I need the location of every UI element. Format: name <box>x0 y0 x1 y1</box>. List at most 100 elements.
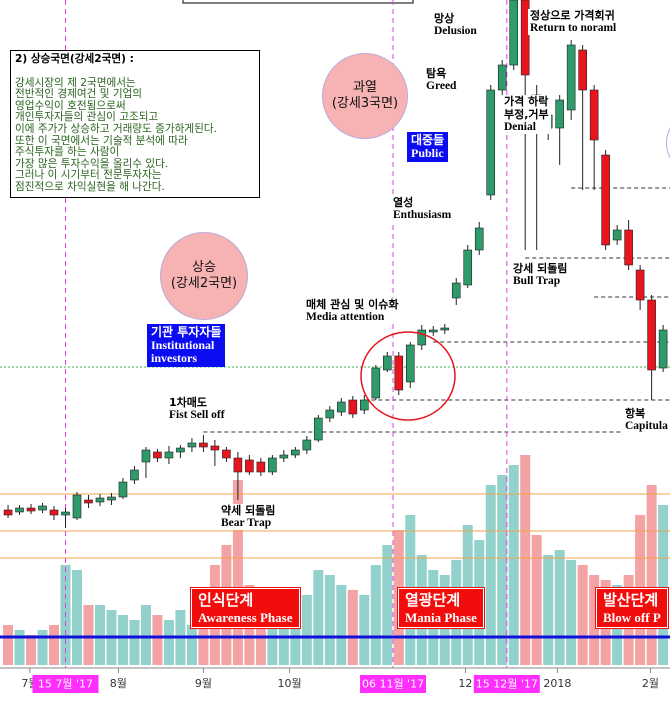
candle-body <box>348 399 358 415</box>
volume-bar <box>497 475 508 665</box>
candle-body <box>187 442 197 448</box>
annotation-ko: 강세 되돌림 <box>513 262 568 275</box>
candle-body <box>520 0 530 76</box>
annotation-ko: 항복 <box>625 407 646 420</box>
candle-body <box>95 497 105 503</box>
volume-bar <box>267 600 278 665</box>
annotation-en: Return to noraml <box>530 22 617 34</box>
candle-body <box>325 409 335 419</box>
volume-bar <box>336 585 347 665</box>
volume-bar <box>14 630 25 665</box>
candle-body <box>245 459 254 473</box>
volume-bar <box>589 575 600 665</box>
candle-body <box>509 0 519 66</box>
annotation-en: Greed <box>426 80 457 92</box>
volume-bar <box>198 615 209 665</box>
volume-bar <box>370 565 381 665</box>
candle-body <box>405 344 415 383</box>
candle-body <box>302 439 312 451</box>
volume-bar <box>83 605 94 665</box>
candle-body <box>601 154 610 246</box>
volume-bar <box>646 485 657 665</box>
x-tick-label: 9월 <box>195 677 212 690</box>
x-tick-label: 12 <box>458 677 472 690</box>
candle-body <box>130 469 139 481</box>
participant-ko: 대중들 <box>411 133 445 147</box>
participant-en: investors <box>151 351 197 365</box>
text-line: 가장 많은 투자수익을 올리수 있다. <box>15 157 169 170</box>
phase-circle: 상승 (강세2국면) <box>160 232 248 320</box>
annotation: 약세 되돌림 Bear Trap <box>219 504 278 530</box>
candle-body <box>233 457 243 473</box>
volume-bar <box>531 535 542 665</box>
candle-body <box>658 329 668 369</box>
circle-text: 과열 <box>353 80 377 95</box>
annotation: 열성 Enthusiasm <box>391 196 454 222</box>
volume-bar <box>313 570 324 665</box>
volume-bar <box>520 455 531 665</box>
participant-ko: 기관 투자자들 <box>151 325 222 339</box>
circle-text: (강세3국면) <box>331 96 399 111</box>
x-tick-label: 10월 <box>278 677 302 690</box>
volume-bar <box>382 545 393 665</box>
candle-body <box>3 509 13 516</box>
volume-bar <box>163 620 174 665</box>
candle-body <box>463 249 473 286</box>
x-tick-label: 2월 <box>642 677 659 690</box>
annotation-ko: 탐욕 <box>426 67 447 80</box>
phase-en: Mania Phase <box>405 610 477 625</box>
candle-body <box>612 229 622 241</box>
candle-body <box>164 451 174 459</box>
candle-body <box>417 329 427 346</box>
candle-body <box>428 329 438 333</box>
phase-box: 인식단계 Awareness Phase <box>190 587 301 629</box>
annotation-en: Delusion <box>434 25 477 37</box>
candle-body <box>49 509 59 516</box>
x-axis-band <box>0 668 670 710</box>
candle-body <box>566 44 576 111</box>
text-line: 영업수익이 호전됨으로써 <box>15 99 126 112</box>
highlight-ellipse <box>360 331 456 421</box>
marker-label-bg <box>473 675 540 693</box>
volume-bar <box>255 595 266 665</box>
phase-ko: 발산단계 <box>603 591 659 609</box>
volume-bar <box>37 630 48 665</box>
candle-body <box>578 49 587 91</box>
participant-en: Institutional <box>151 338 215 352</box>
text-line: 그러나 이 시기부터 전문투자자는 <box>15 169 162 182</box>
candle-body <box>199 442 208 448</box>
candle-body <box>15 507 24 513</box>
annotation-en: Enthusiasm <box>393 209 452 221</box>
annotation-ko: 열성 <box>393 196 414 209</box>
annotation-ko: 약세 되돌림 <box>221 504 276 517</box>
volume-bar <box>278 605 289 665</box>
candle-body <box>222 449 231 459</box>
candle-body <box>153 451 162 459</box>
participant-box: 대중들 Public <box>407 132 449 162</box>
marker-label: 06 11월 '17 <box>362 678 424 691</box>
candle-body <box>107 496 116 501</box>
x-tick-label: 2018 <box>543 677 571 690</box>
candle-body <box>118 481 128 498</box>
annotation: 항복 Capitula <box>623 407 670 433</box>
circle-text: 상승 <box>192 260 216 275</box>
annotation-ko: 정상으로 가격회귀 <box>530 9 615 22</box>
annotation-en: Capitula <box>625 420 668 432</box>
annotation-ko: 1차매도 <box>169 396 208 409</box>
candle-body <box>635 269 645 301</box>
candle-body <box>268 457 277 473</box>
annotation: 가격 하락 부정,거부 Denial <box>502 95 551 134</box>
candle-body <box>210 445 220 451</box>
volume-bar <box>359 595 370 665</box>
text-line: 개인투자자들의 관심이 고조되고 <box>15 111 159 124</box>
phase-ko: 인식단계 <box>198 591 254 609</box>
text-line: 전반적인 경제여건 및 기업의 <box>15 88 143 101</box>
volume-bar <box>566 560 577 665</box>
volume-bar <box>3 625 14 665</box>
annotation-en: Bear Trap <box>221 517 272 529</box>
annotation: 1차매도 Fist Sell off <box>167 396 227 422</box>
candle-body <box>589 89 599 141</box>
annotation-ko: 망상 <box>434 12 455 25</box>
candle-body <box>474 227 484 251</box>
